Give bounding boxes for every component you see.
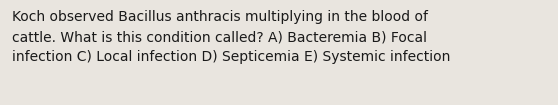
Text: Koch observed Bacillus anthracis multiplying in the blood of
cattle. What is thi: Koch observed Bacillus anthracis multipl…	[12, 10, 450, 64]
